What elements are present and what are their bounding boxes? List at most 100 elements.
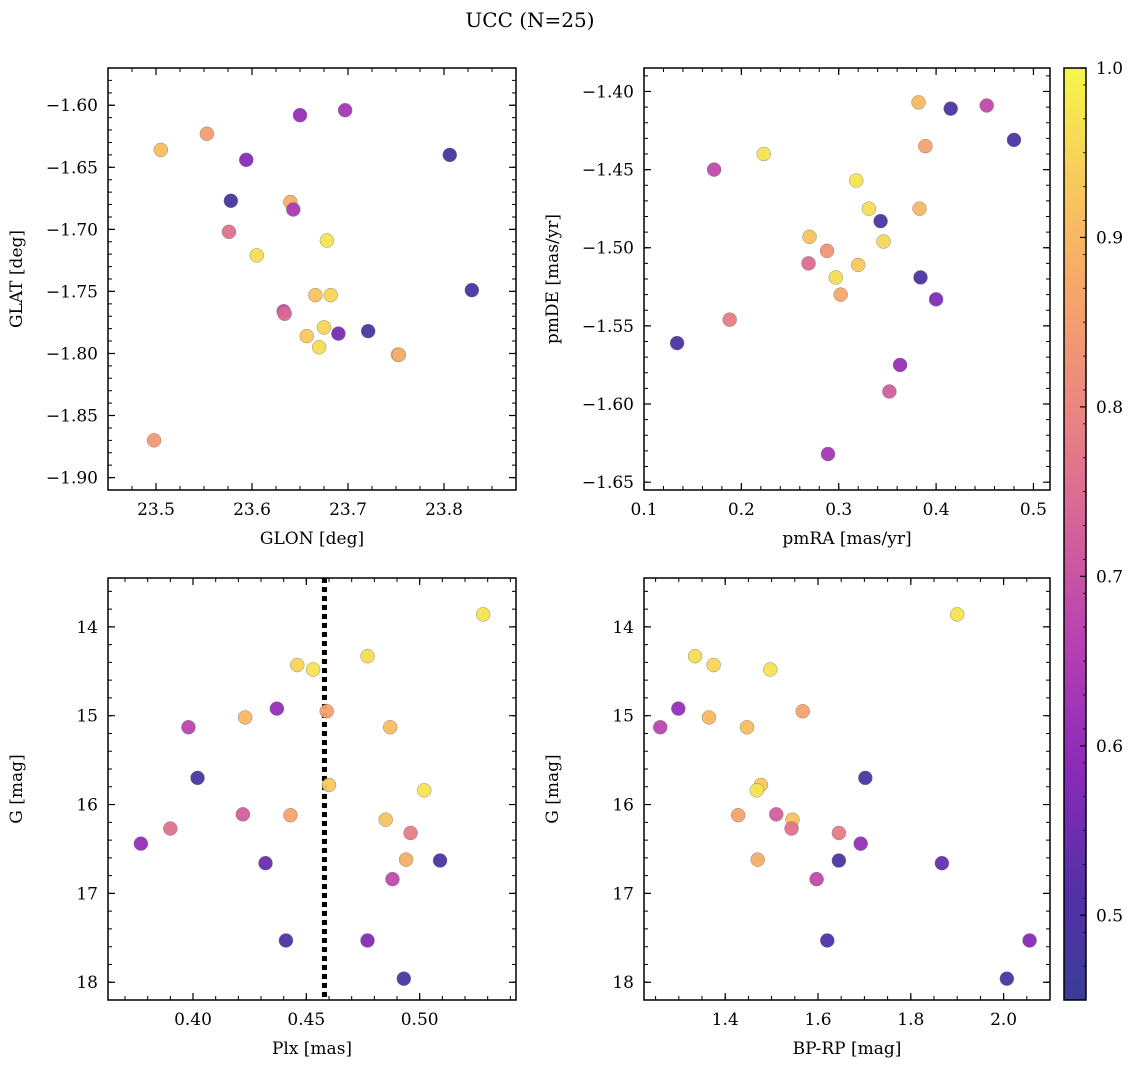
data-point xyxy=(360,933,375,948)
scatter-panels: 23.5 23.6 23.7 23.8 −1.60 −1.65 −1.70 −1.75 −1.8… xyxy=(7,67,1051,1059)
colorbar-gradient xyxy=(1064,68,1086,1000)
data-point xyxy=(163,821,178,836)
x-axis-label: pmRA [mas/yr] xyxy=(782,529,911,549)
y-tick-label: −1.75 xyxy=(46,282,98,302)
plot-frame xyxy=(107,67,517,491)
data-point xyxy=(319,704,334,719)
x-tick-label: 0.2 xyxy=(728,500,755,520)
data-point xyxy=(299,328,314,344)
x-axis-label: GLON [deg] xyxy=(260,529,364,549)
data-points xyxy=(653,607,1037,986)
data-points xyxy=(146,102,480,448)
y-tick-label: −1.40 xyxy=(582,82,634,102)
data-point xyxy=(378,812,393,827)
data-point xyxy=(396,971,411,986)
minor-ticks xyxy=(108,578,516,1001)
data-point xyxy=(283,808,298,823)
data-point xyxy=(833,287,848,302)
data-point xyxy=(928,292,944,307)
data-point xyxy=(391,347,407,362)
data-point xyxy=(831,825,847,841)
data-point xyxy=(475,607,491,622)
data-point xyxy=(305,662,321,677)
data-point xyxy=(239,152,254,168)
data-point xyxy=(979,98,994,113)
y-tick-label: 14 xyxy=(612,618,634,638)
y-tick-label: −1.90 xyxy=(46,469,98,489)
data-point xyxy=(464,282,480,298)
colorbar: 0.5 0.6 0.7 0.8 0.9 1.0 xyxy=(1063,59,1123,1001)
data-point xyxy=(671,701,686,716)
x-tick-label: 0.50 xyxy=(401,1010,439,1030)
data-point xyxy=(876,234,891,249)
panel-2: 0.1 0.2 0.3 0.4 0.5 −1.40 −1.45 −1.50 −1.55 −1.60… xyxy=(543,67,1051,549)
minor-ticks xyxy=(643,68,1050,490)
colorbar-tick-label: 0.9 xyxy=(1096,228,1123,248)
x-tick-label: 0.40 xyxy=(174,1010,212,1030)
data-point xyxy=(943,101,958,116)
data-point xyxy=(432,853,448,868)
y-tick-label: −1.50 xyxy=(582,239,634,259)
x-tick-label: 1.6 xyxy=(804,1010,831,1030)
x-axis-label: Plx [mas] xyxy=(272,1039,352,1059)
data-point xyxy=(292,107,308,123)
x-tick-label: 23.6 xyxy=(233,500,271,520)
data-point xyxy=(442,147,457,163)
panel-1: 23.5 23.6 23.7 23.8 −1.60 −1.65 −1.70 −1.75 −1.8… xyxy=(7,67,517,549)
data-point xyxy=(850,257,866,273)
data-point xyxy=(286,202,301,217)
colorbar-tick-label: 0.6 xyxy=(1096,737,1123,757)
data-point xyxy=(319,233,335,248)
x-tick-label: 0.5 xyxy=(1020,500,1047,520)
data-point xyxy=(706,657,721,673)
data-point xyxy=(331,326,346,341)
x-tick-label: 23.5 xyxy=(137,500,175,520)
data-point xyxy=(750,852,765,867)
y-tick-label: 15 xyxy=(612,707,634,727)
data-point xyxy=(809,871,824,887)
data-point xyxy=(913,270,928,285)
data-point xyxy=(849,173,864,188)
data-point xyxy=(763,662,778,677)
data-point xyxy=(858,770,873,786)
data-point xyxy=(360,648,375,664)
data-point xyxy=(277,306,292,321)
data-point xyxy=(417,783,432,798)
data-point xyxy=(1006,132,1022,148)
y-tick-label: 14 xyxy=(76,618,98,638)
data-point xyxy=(730,808,746,823)
data-point xyxy=(223,193,239,209)
data-point xyxy=(819,243,835,259)
data-point xyxy=(882,384,897,399)
y-tick-label: −1.65 xyxy=(46,158,98,178)
y-tick-label: −1.60 xyxy=(582,395,634,415)
data-point xyxy=(199,126,215,141)
data-point xyxy=(950,607,965,622)
x-tick-label: 1.4 xyxy=(712,1010,739,1030)
data-point xyxy=(820,933,835,948)
data-point xyxy=(911,95,926,110)
minor-ticks xyxy=(644,578,1051,1001)
data-point xyxy=(653,720,668,735)
data-point xyxy=(133,836,149,851)
data-point xyxy=(398,852,414,867)
data-point xyxy=(687,648,703,664)
y-tick-label: 16 xyxy=(612,796,634,816)
data-point xyxy=(146,433,162,448)
plot-frame xyxy=(107,577,517,1001)
colorbar-tick-label: 0.8 xyxy=(1096,398,1123,418)
y-tick-label: −1.55 xyxy=(582,317,634,337)
data-point xyxy=(1022,933,1037,948)
minor-ticks xyxy=(107,67,517,491)
y-tick-label: −1.45 xyxy=(582,161,634,181)
colorbar-ticks: 0.5 0.6 0.7 0.8 0.9 1.0 xyxy=(1080,59,1123,1001)
data-point xyxy=(795,704,810,719)
data-point xyxy=(235,807,251,822)
data-point xyxy=(269,701,285,716)
data-point xyxy=(801,256,816,271)
y-axis-label: pmDE [mas/yr] xyxy=(543,214,563,344)
data-point xyxy=(999,971,1015,986)
y-tick-label: 16 xyxy=(76,796,98,816)
data-point xyxy=(249,248,264,263)
data-point xyxy=(873,213,888,229)
